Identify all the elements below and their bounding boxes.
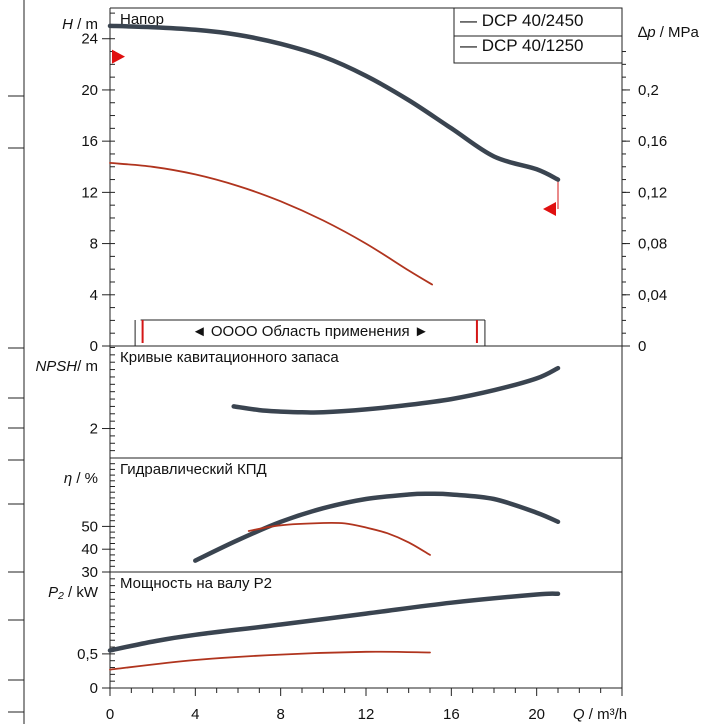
head-ytick-label: 4 xyxy=(90,287,98,304)
head-panel-title: Напор xyxy=(120,11,164,28)
power-panel-title: Мощность на валу Р2 xyxy=(120,575,272,592)
dp-tick-label: 0,08 xyxy=(638,236,667,253)
power-ytick-label: 0 xyxy=(90,680,98,697)
eff-ylabel: η / % xyxy=(64,470,98,487)
x-tick-label: 20 xyxy=(528,706,545,723)
marker-triangle-1 xyxy=(543,202,556,217)
head-ytick-label: 20 xyxy=(81,82,98,99)
power-series-0 xyxy=(107,591,561,653)
head-series-1 xyxy=(109,162,433,286)
head-ytick-label: 0 xyxy=(90,338,98,355)
dp-axis-label: ∆p / MPa xyxy=(638,24,700,41)
dp-tick-label: 0,16 xyxy=(638,133,667,150)
dp-tick-label: 0,04 xyxy=(638,287,667,304)
x-tick-label: 12 xyxy=(358,706,375,723)
legend-entry-1: — DCP 40/1250 xyxy=(460,36,583,55)
dp-tick-label: 0,2 xyxy=(638,82,659,99)
eff-panel-title: Гидравлический КПД xyxy=(120,461,267,478)
dp-tick-label: 0,12 xyxy=(638,184,667,201)
dp-tick-label: 0 xyxy=(638,338,646,355)
eff-series-1 xyxy=(247,521,431,556)
head-ytick-label: 24 xyxy=(81,31,98,48)
marker-triangle-0 xyxy=(112,49,125,64)
operating-range-label: ◄ OOOO Область применения ► xyxy=(192,323,429,340)
eff-ytick-label: 30 xyxy=(81,564,98,581)
eff-ytick-label: 40 xyxy=(81,541,98,558)
eff-series-0 xyxy=(193,491,561,563)
x-axis-label: Q / m³/h xyxy=(573,706,627,723)
npsh-panel-title: Кривые кавитационного запаса xyxy=(120,349,339,366)
npsh-ytick-label: 2 xyxy=(90,421,98,438)
head-ylabel: H / m xyxy=(62,16,98,33)
x-tick-label: 4 xyxy=(191,706,199,723)
legend-entry-0: — DCP 40/2450 xyxy=(460,11,583,30)
power-ytick-label: 0,5 xyxy=(77,646,98,663)
eff-ytick-label: 50 xyxy=(81,518,98,535)
head-ytick-label: 16 xyxy=(81,133,98,150)
npsh-series-0 xyxy=(231,365,561,415)
x-tick-label: 0 xyxy=(106,706,114,723)
x-tick-label: 8 xyxy=(276,706,284,723)
power-ylabel: P₂ / kW xyxy=(48,584,99,601)
head-series-0 xyxy=(107,23,561,182)
power-series-1 xyxy=(109,650,431,671)
npsh-ylabel: NPSH/ m xyxy=(35,358,98,375)
x-tick-label: 16 xyxy=(443,706,460,723)
head-ytick-label: 8 xyxy=(90,236,98,253)
head-ytick-label: 12 xyxy=(81,184,98,201)
legend: — DCP 40/2450 — DCP 40/1250 xyxy=(453,7,623,64)
